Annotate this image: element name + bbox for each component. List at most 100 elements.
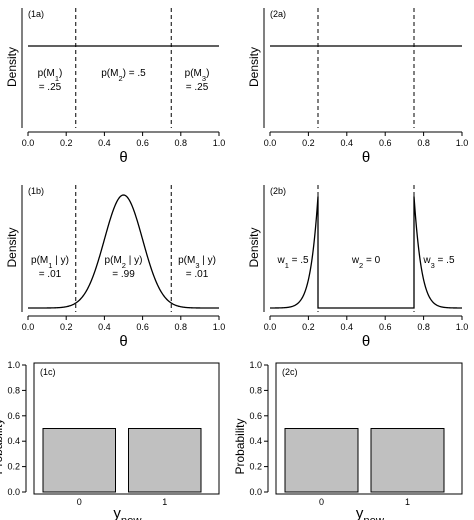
annotation: w1 = .5 xyxy=(276,255,309,270)
x-tick-label: 0.4 xyxy=(341,322,354,332)
x-tick-label: 0 xyxy=(77,497,82,507)
y-tick-label: 0.0 xyxy=(249,487,262,497)
panel-label: (1c) xyxy=(40,367,56,377)
annotation-sub: 3 xyxy=(195,261,199,270)
annotation-main: p(M xyxy=(178,255,195,266)
x-tick-label: 0.6 xyxy=(136,138,149,148)
annotation-sub: 3 xyxy=(202,74,206,83)
x-tick-label: 0.6 xyxy=(379,138,392,148)
annotation: p(M3 | y) xyxy=(178,255,216,270)
bar xyxy=(370,428,445,493)
x-tick-label: 1.0 xyxy=(456,138,469,148)
annotation-sub: 2 xyxy=(359,261,363,270)
x-tick-label: 0 xyxy=(319,497,324,507)
annotation-main: = .25 xyxy=(39,82,62,93)
density-curve xyxy=(28,194,219,309)
panel-label: (2c) xyxy=(282,367,298,377)
y-tick-label: 0.2 xyxy=(249,462,262,472)
annotation-sub: 1 xyxy=(55,74,59,83)
x-tick-label: 0.0 xyxy=(22,138,35,148)
y-axis-label: Density xyxy=(5,227,19,267)
x-tick-label: 0.2 xyxy=(302,322,315,332)
annotation-main: p(M xyxy=(38,68,55,79)
y-tick-label: 1.0 xyxy=(7,360,20,370)
x-tick-label: 0.0 xyxy=(264,138,277,148)
x-tick-label: 0.6 xyxy=(136,322,149,332)
y-tick-label: 0.8 xyxy=(249,385,262,395)
x-axis-label: θ xyxy=(119,333,127,350)
annotation-main: p(M xyxy=(101,68,118,79)
annotation: p(M2) = .5 xyxy=(101,68,146,83)
annotation-main: = .25 xyxy=(186,82,209,93)
annotation-main: w xyxy=(351,255,360,266)
x-tick-label: 1.0 xyxy=(213,138,226,148)
x-axis-label-sub: new xyxy=(363,515,385,520)
panel-label: (1b) xyxy=(28,186,44,196)
annotation-sub: 3 xyxy=(431,261,435,270)
x-tick-label: 1 xyxy=(162,497,167,507)
annotation-main: p(M xyxy=(185,68,202,79)
y-axis-label: Density xyxy=(247,47,261,87)
x-tick-label: 0.8 xyxy=(175,138,188,148)
x-tick-label: 0.4 xyxy=(341,138,354,148)
panel-2a: 0.0 0.2 0.4 0.6 0.8 1.0 Density θ (2a) xyxy=(247,8,468,166)
annotation-tail: | y) xyxy=(199,255,215,266)
x-tick-label: 0.8 xyxy=(417,322,430,332)
annotation: w2 = 0 xyxy=(351,255,381,270)
x-tick-label: 0.4 xyxy=(98,322,111,332)
x-tick-label: 1 xyxy=(405,497,410,507)
annotation-tail: = .5 xyxy=(289,255,309,266)
annotation: w3 = .5 xyxy=(422,255,455,270)
y-axis-label: Density xyxy=(247,227,261,267)
x-tick-label: 0.2 xyxy=(60,322,73,332)
annotation: = .99 xyxy=(112,269,135,280)
y-tick-label: 0.8 xyxy=(7,385,20,395)
annotation: = .01 xyxy=(39,269,62,280)
annotation-main: = .01 xyxy=(39,269,62,280)
x-tick-label: 0.0 xyxy=(264,322,277,332)
y-axis-label: Density xyxy=(5,47,19,87)
annotation-sub: 1 xyxy=(285,261,289,270)
x-axis-label: θ xyxy=(362,333,370,350)
annotation-tail: = 0 xyxy=(363,255,380,266)
plot-frame xyxy=(33,362,220,495)
annotation: = .25 xyxy=(186,82,209,93)
annotation-tail: ) xyxy=(59,68,62,79)
bar xyxy=(42,428,116,493)
x-tick-label: 0.2 xyxy=(60,138,73,148)
y-tick-label: 0.2 xyxy=(7,462,20,472)
y-tick-label: 0.0 xyxy=(7,487,20,497)
annotation-main: = .99 xyxy=(112,269,135,280)
annotation-main: p(M xyxy=(31,255,48,266)
annotation: p(M1 | y) xyxy=(31,255,69,270)
x-axis-label: ynew xyxy=(113,505,142,520)
x-tick-label: 1.0 xyxy=(456,322,469,332)
panel-1c: 0.0 0.2 0.4 0.6 0.8 1.0 Probability (1c) 0 1 ynew xyxy=(0,360,220,520)
x-axis-label: θ xyxy=(119,149,127,166)
x-axis-label: ynew xyxy=(356,505,385,520)
bar xyxy=(284,428,359,493)
y-tick-label: 0.6 xyxy=(7,411,20,421)
annotation: = .25 xyxy=(39,82,62,93)
x-tick-label: 0.4 xyxy=(98,138,111,148)
x-axis-label: θ xyxy=(362,149,370,166)
annotation: p(M3) xyxy=(185,68,210,83)
annotation-tail: = .5 xyxy=(435,255,455,266)
annotation-tail: ) = .5 xyxy=(123,68,147,79)
x-tick-label: 0.2 xyxy=(302,138,315,148)
panel-label: (2a) xyxy=(270,9,286,19)
x-tick-label: 0.6 xyxy=(379,322,392,332)
x-axis-label-main: y xyxy=(113,505,121,520)
y-tick-label: 1.0 xyxy=(249,360,262,370)
y-axis-label: Probability xyxy=(233,418,247,474)
annotation-sub: 2 xyxy=(118,74,122,83)
annotation-main: = .01 xyxy=(186,269,209,280)
x-axis-label-main: y xyxy=(356,505,364,520)
bar xyxy=(128,428,202,493)
annotation-sub: 2 xyxy=(122,261,126,270)
annotation: = .01 xyxy=(186,269,209,280)
